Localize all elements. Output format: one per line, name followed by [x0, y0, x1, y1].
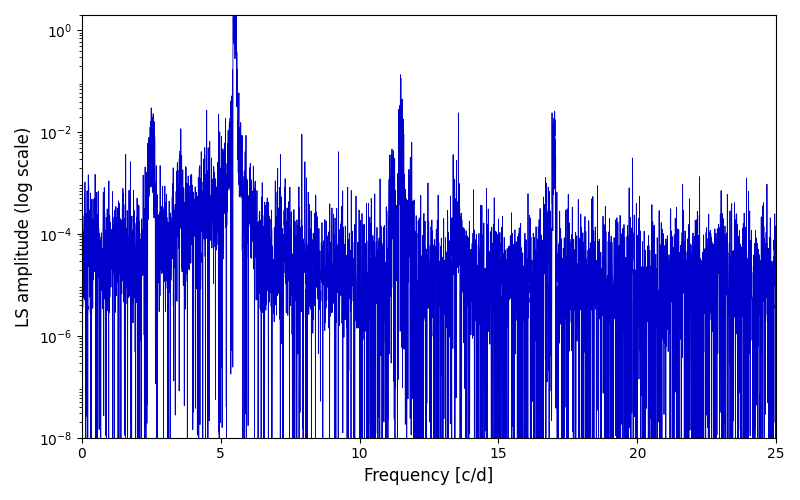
- X-axis label: Frequency [c/d]: Frequency [c/d]: [364, 467, 494, 485]
- Y-axis label: LS amplitude (log scale): LS amplitude (log scale): [15, 126, 33, 326]
